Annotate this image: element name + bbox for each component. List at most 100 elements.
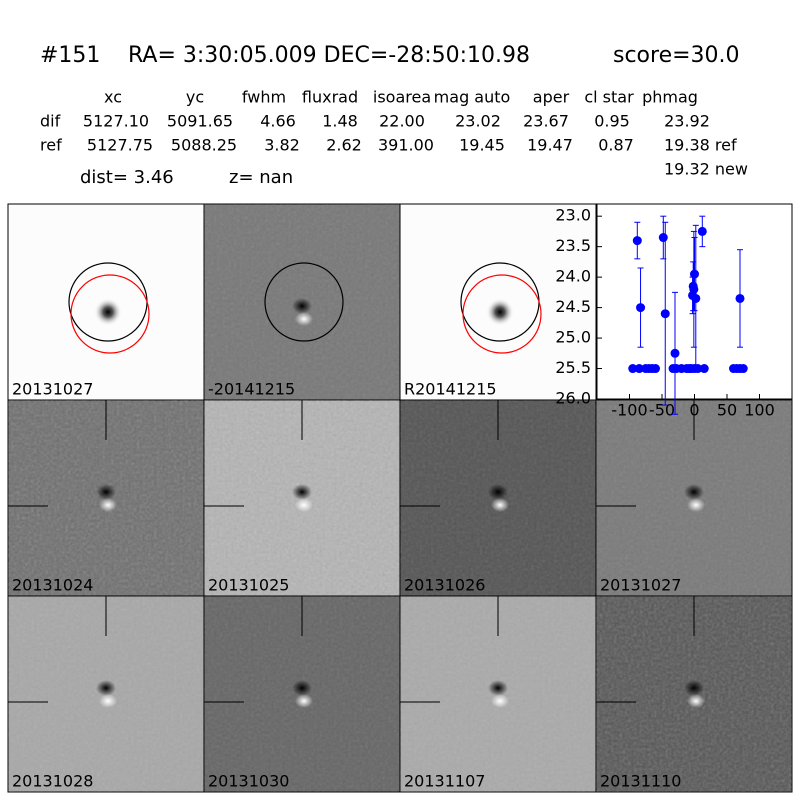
cell: 391.00 [378,136,434,155]
point [691,293,701,303]
column-header: fwhm [242,88,286,107]
cell: 19.38 ref [664,136,737,155]
image-panel: 20131025 [203,399,401,597]
dipole-pos [687,498,705,512]
y-tick-label: 25.0 [555,328,591,347]
cell: 0.95 [594,112,630,131]
row-label: dif [40,112,61,131]
image-panel: 20131024 [7,399,205,597]
dipole-neg [488,484,508,500]
column-header: isoarea [373,88,431,107]
y-tick-label: 23.0 [555,206,591,225]
cell: 5127.10 [83,112,149,131]
cell: 3.82 [264,136,300,155]
image-panel: 20131027 [7,203,205,401]
dipole-neg [292,298,312,314]
y-tick-label: 24.5 [555,297,591,316]
aperture [264,262,344,342]
x-tick-label: 50 [717,401,737,420]
point [689,284,699,294]
cell: 22.00 [379,112,425,131]
cell: 23.67 [523,112,569,131]
cell: 23.02 [455,112,501,131]
image-panel: 20131110 [595,595,793,793]
column-header: xc [104,88,122,107]
limit-point [634,364,644,374]
source [94,298,122,326]
point [697,226,707,236]
phmag-new: 19.32 new [664,160,748,179]
column-header: yc [186,88,204,107]
dipole-neg [96,484,116,500]
x-tick-label: 0 [689,401,699,420]
cell: 2.62 [326,136,362,155]
dipole-pos [99,694,117,708]
dipole-pos [295,694,313,708]
limit-point [651,364,660,374]
point [670,348,680,358]
column-header: cl star [584,88,634,107]
dipole-pos [491,498,509,512]
limit-point [628,364,638,374]
image-panel: R20141215 [399,203,597,401]
panel-label: R20141215 [404,380,497,399]
score: score=30.0 [613,43,740,68]
source [486,298,514,326]
panel-label: 20131025 [208,576,289,595]
cell: 0.87 [598,136,634,155]
cell: 4.66 [260,112,296,131]
panel-label: 20131107 [404,772,485,791]
panel-label: 20131110 [600,772,681,791]
cell: 1.48 [322,112,358,131]
panel-label: 20131028 [12,772,93,791]
point [690,269,699,279]
x-tick-label: -50 [649,401,675,420]
cell: 5088.25 [171,136,237,155]
cell: 19.45 [459,136,505,155]
dipole-pos [295,498,313,512]
row-label: ref [40,136,62,155]
image-panel: 20131107 [399,595,597,793]
y-tick-label: 25.5 [555,358,591,377]
column-header: mag auto [434,88,511,107]
image-panel: 20131030 [203,595,401,793]
z: z= nan [229,167,293,188]
dipole-pos [295,312,313,326]
image-panel: 20131026 [399,399,597,597]
column-header: aper [533,88,570,107]
aperture-ref [70,274,150,354]
point [735,293,745,303]
panel-label: -20141215 [208,380,295,399]
aperture-ref [462,274,542,354]
cell: 23.92 [664,112,710,131]
panel-label: 20131030 [208,772,289,791]
y-tick-label: 26.0 [555,389,591,408]
image-panel: -20141215 [203,203,401,401]
panel-label: 20131027 [600,576,681,595]
dipole-pos [99,498,117,512]
dipole-neg [96,680,116,696]
x-tick-label: 100 [744,401,775,420]
dipole-pos [491,694,509,708]
point [658,233,668,243]
y-tick-label: 24.0 [555,267,591,286]
dipole-pos [687,694,705,708]
image-panel: 20131028 [7,595,205,793]
dipole-neg [488,680,508,696]
cell: 5127.75 [87,136,153,155]
panel-label: 20131026 [404,576,485,595]
panel-label: 20131024 [12,576,93,595]
point [632,236,642,246]
column-header: phmag [642,88,698,107]
limit-point [738,364,748,374]
x-tick-label: -100 [611,401,647,420]
point [636,303,646,313]
dipole-neg [684,680,704,696]
point [660,309,670,319]
cand-id: #151 [40,43,100,68]
image-panel: 20131027 [595,399,793,597]
cell: 19.47 [527,136,573,155]
coords: RA= 3:30:05.009 DEC=-28:50:10.98 [128,43,530,68]
